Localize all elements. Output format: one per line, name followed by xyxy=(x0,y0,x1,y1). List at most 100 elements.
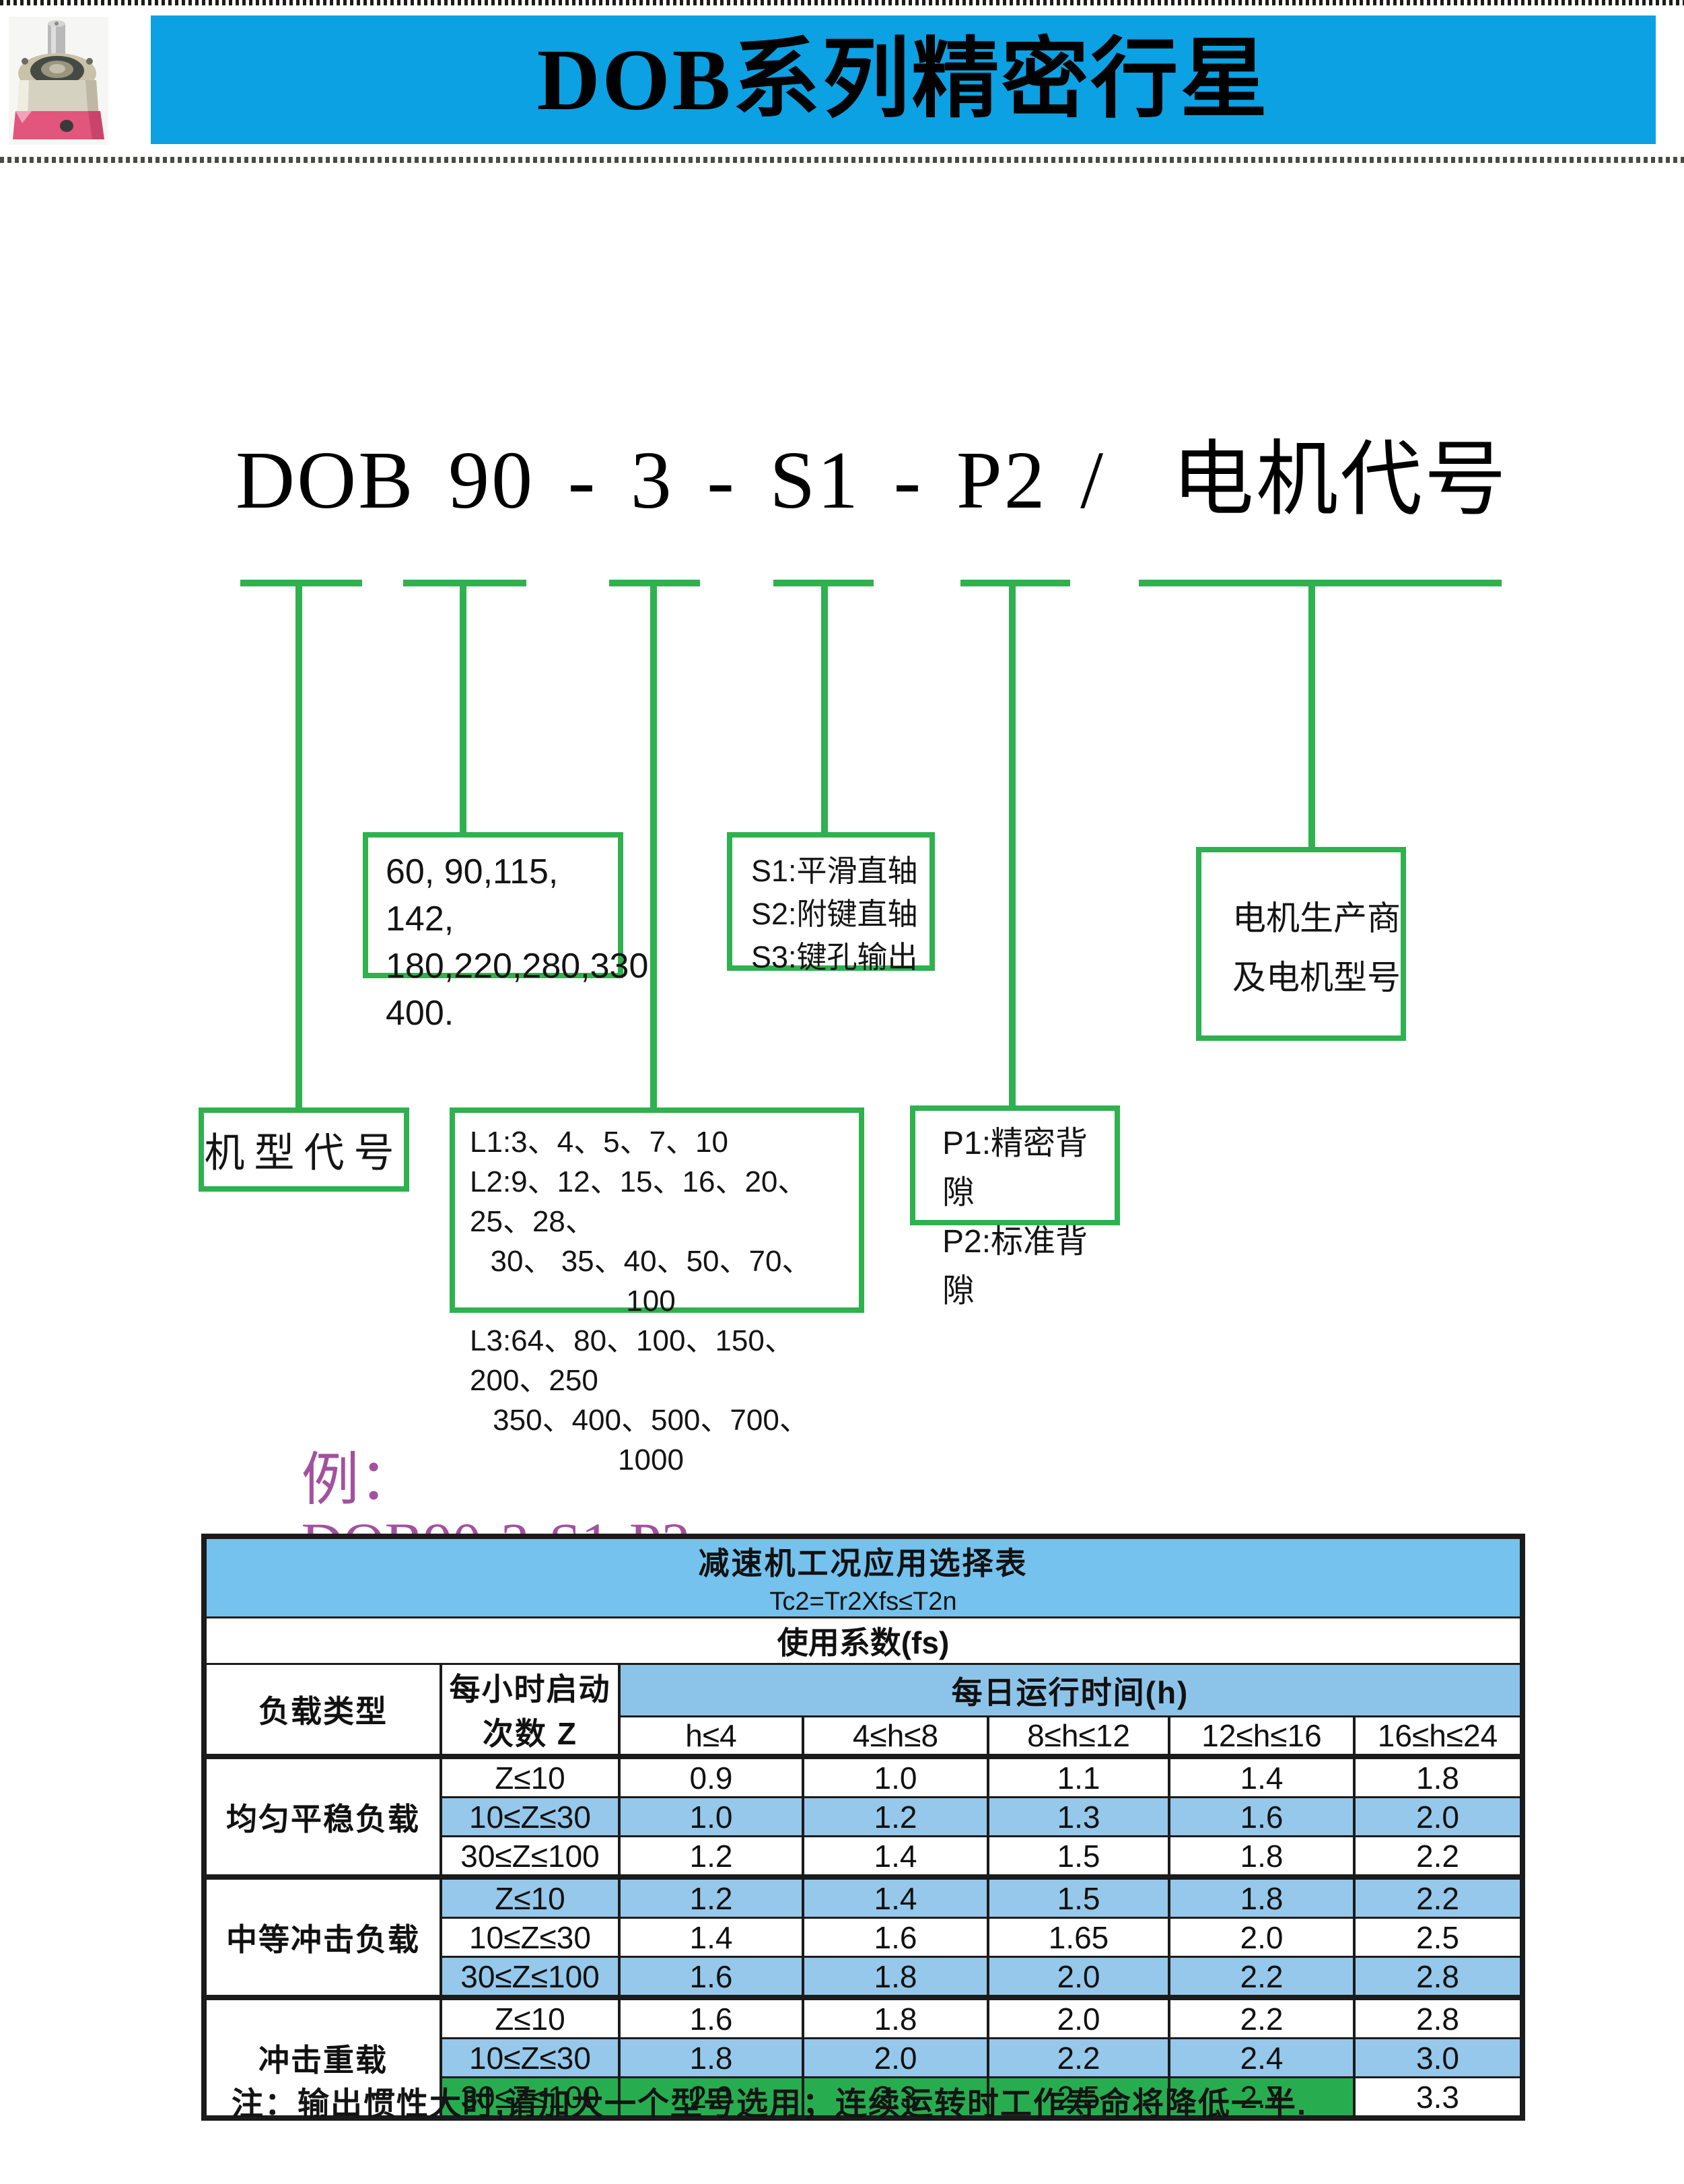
fs-value-cell: 2.2 xyxy=(1352,1835,1524,1878)
fs-value-cell: 3.3 xyxy=(1352,2076,1524,2119)
box-output-shaft-types: S1:平滑直轴 S2:附键直轴 S3:键孔输出 xyxy=(727,832,935,974)
fs-value-cell: 1.3 xyxy=(987,1796,1170,1837)
load-group-label: 冲击重载 xyxy=(203,1995,442,2119)
fs-value-cell: 1.65 xyxy=(987,1917,1170,1958)
table-title-cell: 减速机工况应用选择表 Tc2=Tr2Xfs≤T2n xyxy=(202,1535,1524,1618)
box-line: P2:标准背隙 xyxy=(942,1224,1088,1309)
box-line: 及电机型号 xyxy=(1232,959,1401,996)
box-frame-sizes: 60, 90,115, 142, 180,220,280,330 400. xyxy=(363,832,648,1033)
fs-value-cell: 1.6 xyxy=(618,1956,804,1999)
title-banner: DOB系列精密行星 xyxy=(151,15,1656,144)
fs-value-cell: 1.5 xyxy=(987,1835,1170,1878)
box-backlash-grades: P1:精密背隙 P2:标准背隙 xyxy=(910,1105,1120,1309)
table-formula: Tc2=Tr2Xfs≤T2n xyxy=(769,1588,957,1616)
fs-value-cell: 2.8 xyxy=(1352,1995,1524,2039)
fs-value-cell: 1.8 xyxy=(1352,1754,1524,1798)
fs-value-cell: 2.2 xyxy=(987,2037,1170,2078)
connector-bar xyxy=(960,580,1070,586)
box-line: 机型代号 xyxy=(204,1131,404,1175)
fs-value-cell: 1.4 xyxy=(1168,1754,1356,1798)
fs-value-cell: 2.2 xyxy=(1168,1995,1356,2039)
connector-bar xyxy=(773,580,874,586)
fs-value-cell: 1.2 xyxy=(802,1796,989,1837)
table-subtitle: 使用系数(fs) xyxy=(202,1616,1524,1665)
fs-value-cell: 1.8 xyxy=(618,2037,804,2078)
fs-value-cell: 2.3 xyxy=(802,2076,989,2119)
box-line: 60, 90,115, 142, xyxy=(386,852,559,939)
fs-value-cell: 1.0 xyxy=(618,1796,804,1837)
col-header-load-type: 负载类型 xyxy=(203,1663,442,1758)
fs-value-cell: 1.6 xyxy=(1168,1796,1356,1837)
example-prefix: 例： xyxy=(301,1447,417,1512)
fs-value-cell: 2.0 xyxy=(987,1956,1170,1999)
connector-bar xyxy=(240,580,362,586)
page-title: DOB系列精密行星 xyxy=(536,31,1270,129)
box-line: S1:平滑直轴 xyxy=(751,854,918,888)
hour-header: 4≤h≤8 xyxy=(802,1715,989,1758)
col-header-line: 次数 Z xyxy=(483,1716,577,1751)
fs-value-cell: 1.4 xyxy=(618,1917,804,1958)
connector-line xyxy=(1009,585,1016,1105)
connector-line xyxy=(821,585,828,832)
box-line: L3:64、80、100、150、200、250 xyxy=(470,1324,794,1397)
connector-bar xyxy=(403,580,526,586)
box-line: 180,220,280,330 xyxy=(386,947,649,986)
col-header-starts-per-hour: 每小时启动 次数 Z xyxy=(440,1663,621,1758)
z-range-cell: Z≤10 xyxy=(440,1754,621,1798)
fs-value-cell: 1.8 xyxy=(1168,1874,1356,1919)
fs-value-cell: 2.0 xyxy=(987,1995,1170,2039)
fs-value-cell: 2.0 xyxy=(802,2037,989,2078)
fs-value-cell: 1.8 xyxy=(802,1995,989,2039)
hour-header: 8≤h≤12 xyxy=(987,1715,1170,1758)
fs-value-cell: 2.8 xyxy=(1352,1956,1524,1999)
header-dotted-divider xyxy=(0,157,1684,163)
fs-value-cell: 1.2 xyxy=(618,1874,804,1919)
z-range-cell: 30≤Z≤100 xyxy=(440,1835,621,1878)
fs-value-cell: 1.4 xyxy=(802,1874,989,1919)
fs-value-cell: 2.0 xyxy=(1168,1917,1356,1958)
fs-value-cell: 1.1 xyxy=(987,1754,1170,1798)
box-line: L1:3、4、5、7、10 xyxy=(470,1126,728,1159)
z-range-cell: 30≤Z≤100 xyxy=(440,1956,621,1999)
connector-bar xyxy=(1139,580,1502,586)
load-group-label: 中等冲击负载 xyxy=(203,1874,442,1999)
hour-header: h≤4 xyxy=(618,1715,804,1758)
hour-header: 12≤h≤16 xyxy=(1168,1715,1356,1758)
fs-value-cell: 2.2 xyxy=(1352,1874,1524,1919)
top-dotted-border xyxy=(0,0,1684,5)
fs-value-cell: 2.5 xyxy=(987,2076,1170,2119)
fs-value-cell: 1.2 xyxy=(618,1835,804,1878)
fs-value-cell: 2.5 xyxy=(1352,1917,1524,1958)
box-motor-code: 电机生产商 及电机型号 xyxy=(1196,847,1406,1041)
z-range-cell: 10≤Z≤30 xyxy=(440,1917,621,1958)
fs-value-cell: 1.8 xyxy=(1168,1835,1356,1878)
model-code-text: DOB 90 - 3 - S1 - P2 / 电机代号 xyxy=(236,435,1509,526)
box-line: S3:键孔输出 xyxy=(751,940,918,974)
planetary-gearbox-photo xyxy=(9,17,108,145)
box-line: 400. xyxy=(386,994,454,1033)
connector-line xyxy=(1308,585,1315,847)
box-line: L2:9、12、15、16、20、25、28、 xyxy=(470,1165,808,1238)
connector-bar xyxy=(609,580,700,586)
table-footnote: 注：输出惯性大时,请加大一个型号选用；连续运转时工作寿命将降低一半. xyxy=(232,2086,1308,2121)
box-gear-ratios: L1:3、4、5、7、10 L2:9、12、15、16、20、25、28、 30… xyxy=(450,1107,864,1476)
hour-header: 16≤h≤24 xyxy=(1352,1715,1524,1758)
col-header-daily-hours: 每日运行时间(h) xyxy=(617,1663,1524,1717)
fs-value-cell: 1.6 xyxy=(618,1995,804,2039)
col-header-line: 每小时启动 xyxy=(449,1672,611,1707)
fs-value-cell: 1.6 xyxy=(802,1917,989,1958)
fs-value-cell: 2.2 xyxy=(1168,1956,1356,1999)
application-selection-table: 减速机工况应用选择表 Tc2=Tr2Xfs≤T2n 使用系数(fs) 负载类型 … xyxy=(201,1534,1526,2121)
connector-line xyxy=(295,585,302,1107)
box-line: S2:附键直轴 xyxy=(751,897,918,931)
box-line: P1:精密背隙 xyxy=(942,1126,1088,1210)
fs-value-cell: 2.7 xyxy=(1168,2076,1356,2119)
z-range-cell: Z≤10 xyxy=(440,1874,621,1919)
load-group-label: 均匀平稳负载 xyxy=(203,1754,442,1878)
z-range-cell: 30≤Z≤100 xyxy=(440,2076,621,2119)
connector-line xyxy=(460,585,466,832)
fs-value-cell: 3.0 xyxy=(1352,2037,1524,2078)
z-range-cell: 10≤Z≤30 xyxy=(440,2037,621,2078)
box-line: 30、 35、40、50、70、100 xyxy=(490,1245,812,1318)
box-line: 电机生产商 xyxy=(1232,899,1401,937)
